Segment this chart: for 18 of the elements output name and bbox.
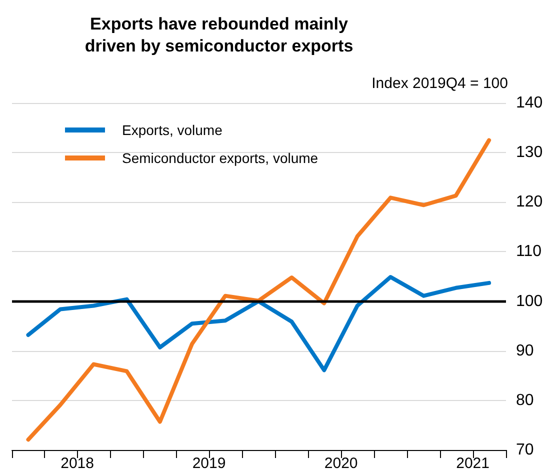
line-series (26, 274, 492, 372)
x-tick-label: 2019 (192, 455, 226, 472)
y-tick-label: 80 (516, 392, 534, 409)
legend-label: Exports, volume (122, 122, 223, 138)
y-tick-label: 130 (516, 144, 543, 162)
y-tick-label: 100 (516, 292, 543, 310)
y-tick-label: 90 (516, 342, 534, 360)
y-axis-title: Index 2019Q4 = 100 (372, 75, 508, 92)
y-tick-label: 110 (516, 243, 542, 260)
line-series (26, 138, 492, 442)
x-tick-label: 2018 (60, 455, 94, 472)
y-tick-label: 140 (516, 94, 543, 112)
y-tick-label: 120 (516, 194, 543, 211)
legend-label: Semiconductor exports, volume (122, 150, 318, 166)
x-tick-label: 2020 (324, 455, 358, 472)
chart-title: Exports have rebounded mainly driven by semiconductor exports (84, 14, 354, 56)
x-tick-label: 2021 (456, 455, 490, 472)
y-tick-label: 70 (516, 442, 534, 458)
